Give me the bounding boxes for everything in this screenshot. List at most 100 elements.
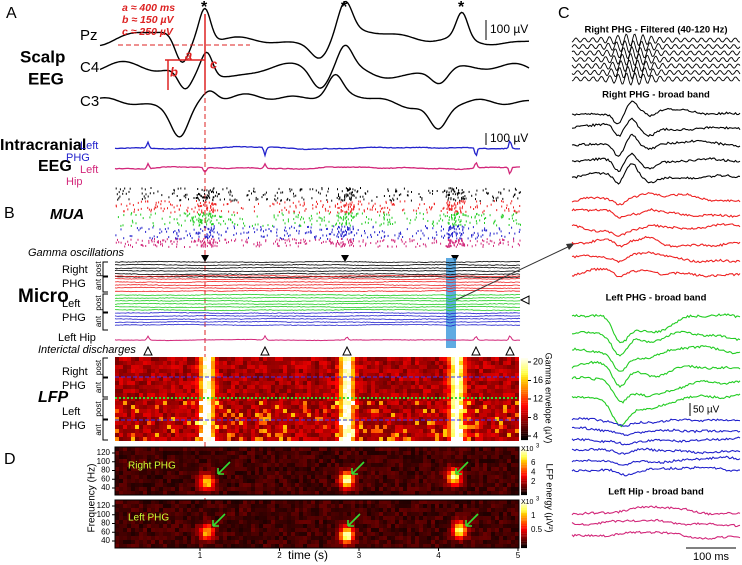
heat-cell	[487, 433, 491, 437]
spike	[141, 239, 143, 242]
spectrogram-cell	[451, 467, 455, 471]
spectrogram-cell	[119, 483, 123, 487]
spectrogram-cell	[511, 483, 515, 487]
heat-cell	[475, 437, 479, 441]
heat-cell	[407, 381, 411, 385]
heat-cell	[187, 365, 191, 369]
heat-cell	[231, 421, 235, 425]
spectrogram-cell	[483, 479, 487, 483]
spike	[387, 221, 389, 224]
spike	[205, 216, 207, 219]
heat-cell	[495, 357, 499, 361]
spike	[281, 238, 283, 241]
heat-cell	[407, 365, 411, 369]
heat-cell	[367, 389, 371, 393]
spectrogram-cell	[211, 455, 215, 459]
heat-cell	[175, 405, 179, 409]
spectrogram-cell	[483, 467, 487, 471]
heat-cell	[411, 421, 415, 425]
spike	[129, 235, 131, 237]
colorbar-cell	[521, 429, 528, 432]
spectrogram-cell	[335, 471, 339, 475]
micro-trace	[114, 266, 521, 270]
heat-cell	[227, 373, 231, 377]
spike	[287, 218, 289, 221]
heat-cell	[351, 433, 355, 437]
heat-cell	[331, 401, 335, 405]
spectrogram-cell	[167, 463, 171, 467]
heat-cell	[463, 429, 467, 433]
spike	[231, 221, 233, 224]
heat-cell	[163, 405, 167, 409]
spectrogram-cell	[151, 451, 155, 455]
heat-cell	[239, 377, 243, 381]
spectrogram-cell	[235, 455, 239, 459]
heat-cell	[139, 429, 143, 433]
heat-cell	[503, 369, 507, 373]
heat-cell	[119, 393, 123, 397]
spike	[213, 240, 215, 243]
heat-cell	[467, 357, 471, 361]
spike	[456, 237, 458, 240]
spike	[496, 209, 498, 212]
spike	[352, 188, 354, 191]
spectrogram-cell	[267, 463, 271, 467]
spike	[210, 243, 212, 246]
heat-cell	[363, 429, 367, 433]
spike	[210, 215, 212, 218]
heat-cell	[283, 361, 287, 365]
spike	[462, 205, 463, 208]
spectrogram-cell	[447, 447, 451, 451]
heat-cell	[383, 437, 387, 441]
heat-cell	[299, 365, 303, 369]
spectrogram-cell	[315, 455, 319, 459]
spectrogram-cell	[127, 463, 131, 467]
spectrogram-cell	[271, 475, 275, 479]
heat-cell	[431, 357, 435, 361]
spike	[459, 199, 461, 202]
spike	[144, 197, 146, 200]
heat-cell	[423, 433, 427, 437]
spike	[173, 206, 175, 209]
heat-cell	[267, 361, 271, 365]
heat-cell	[139, 377, 143, 381]
spike	[295, 239, 297, 242]
spike	[216, 195, 218, 198]
heat-cell	[415, 373, 419, 377]
spectrogram-cell	[367, 459, 371, 463]
heat-cell	[411, 401, 415, 405]
spectrogram-cell	[131, 483, 135, 487]
heat-cell	[411, 381, 415, 385]
heat-cell	[219, 405, 223, 409]
spike	[208, 228, 210, 231]
heat-cell	[511, 381, 515, 385]
spectrogram-cell	[351, 463, 355, 467]
spike	[447, 200, 449, 203]
spectrogram-cell	[239, 459, 243, 463]
heat-cell	[211, 405, 215, 409]
spectrogram-cell	[151, 455, 155, 459]
spike	[287, 197, 289, 200]
spike	[322, 204, 324, 207]
heat-cell	[267, 433, 271, 437]
spectrogram-cell	[475, 483, 479, 487]
heat-cell	[243, 393, 247, 397]
heat-cell	[375, 369, 379, 373]
spike	[352, 216, 354, 219]
heat-cell	[203, 365, 207, 369]
spectrogram-cell	[399, 455, 403, 459]
spike	[387, 206, 389, 209]
spectrogram-cell	[331, 455, 335, 459]
spectrogram-cell	[287, 455, 291, 459]
heat-cell	[187, 401, 191, 405]
heat-cell	[331, 433, 335, 437]
spectrogram-cell	[331, 487, 335, 491]
heat-cell	[187, 385, 191, 389]
heat-cell	[359, 429, 363, 433]
heat-cell	[499, 421, 503, 425]
spike	[202, 242, 204, 245]
heat-cell	[159, 437, 163, 441]
heat-cell	[459, 417, 463, 421]
heat-cell	[451, 401, 455, 405]
heat-cell	[503, 421, 507, 425]
